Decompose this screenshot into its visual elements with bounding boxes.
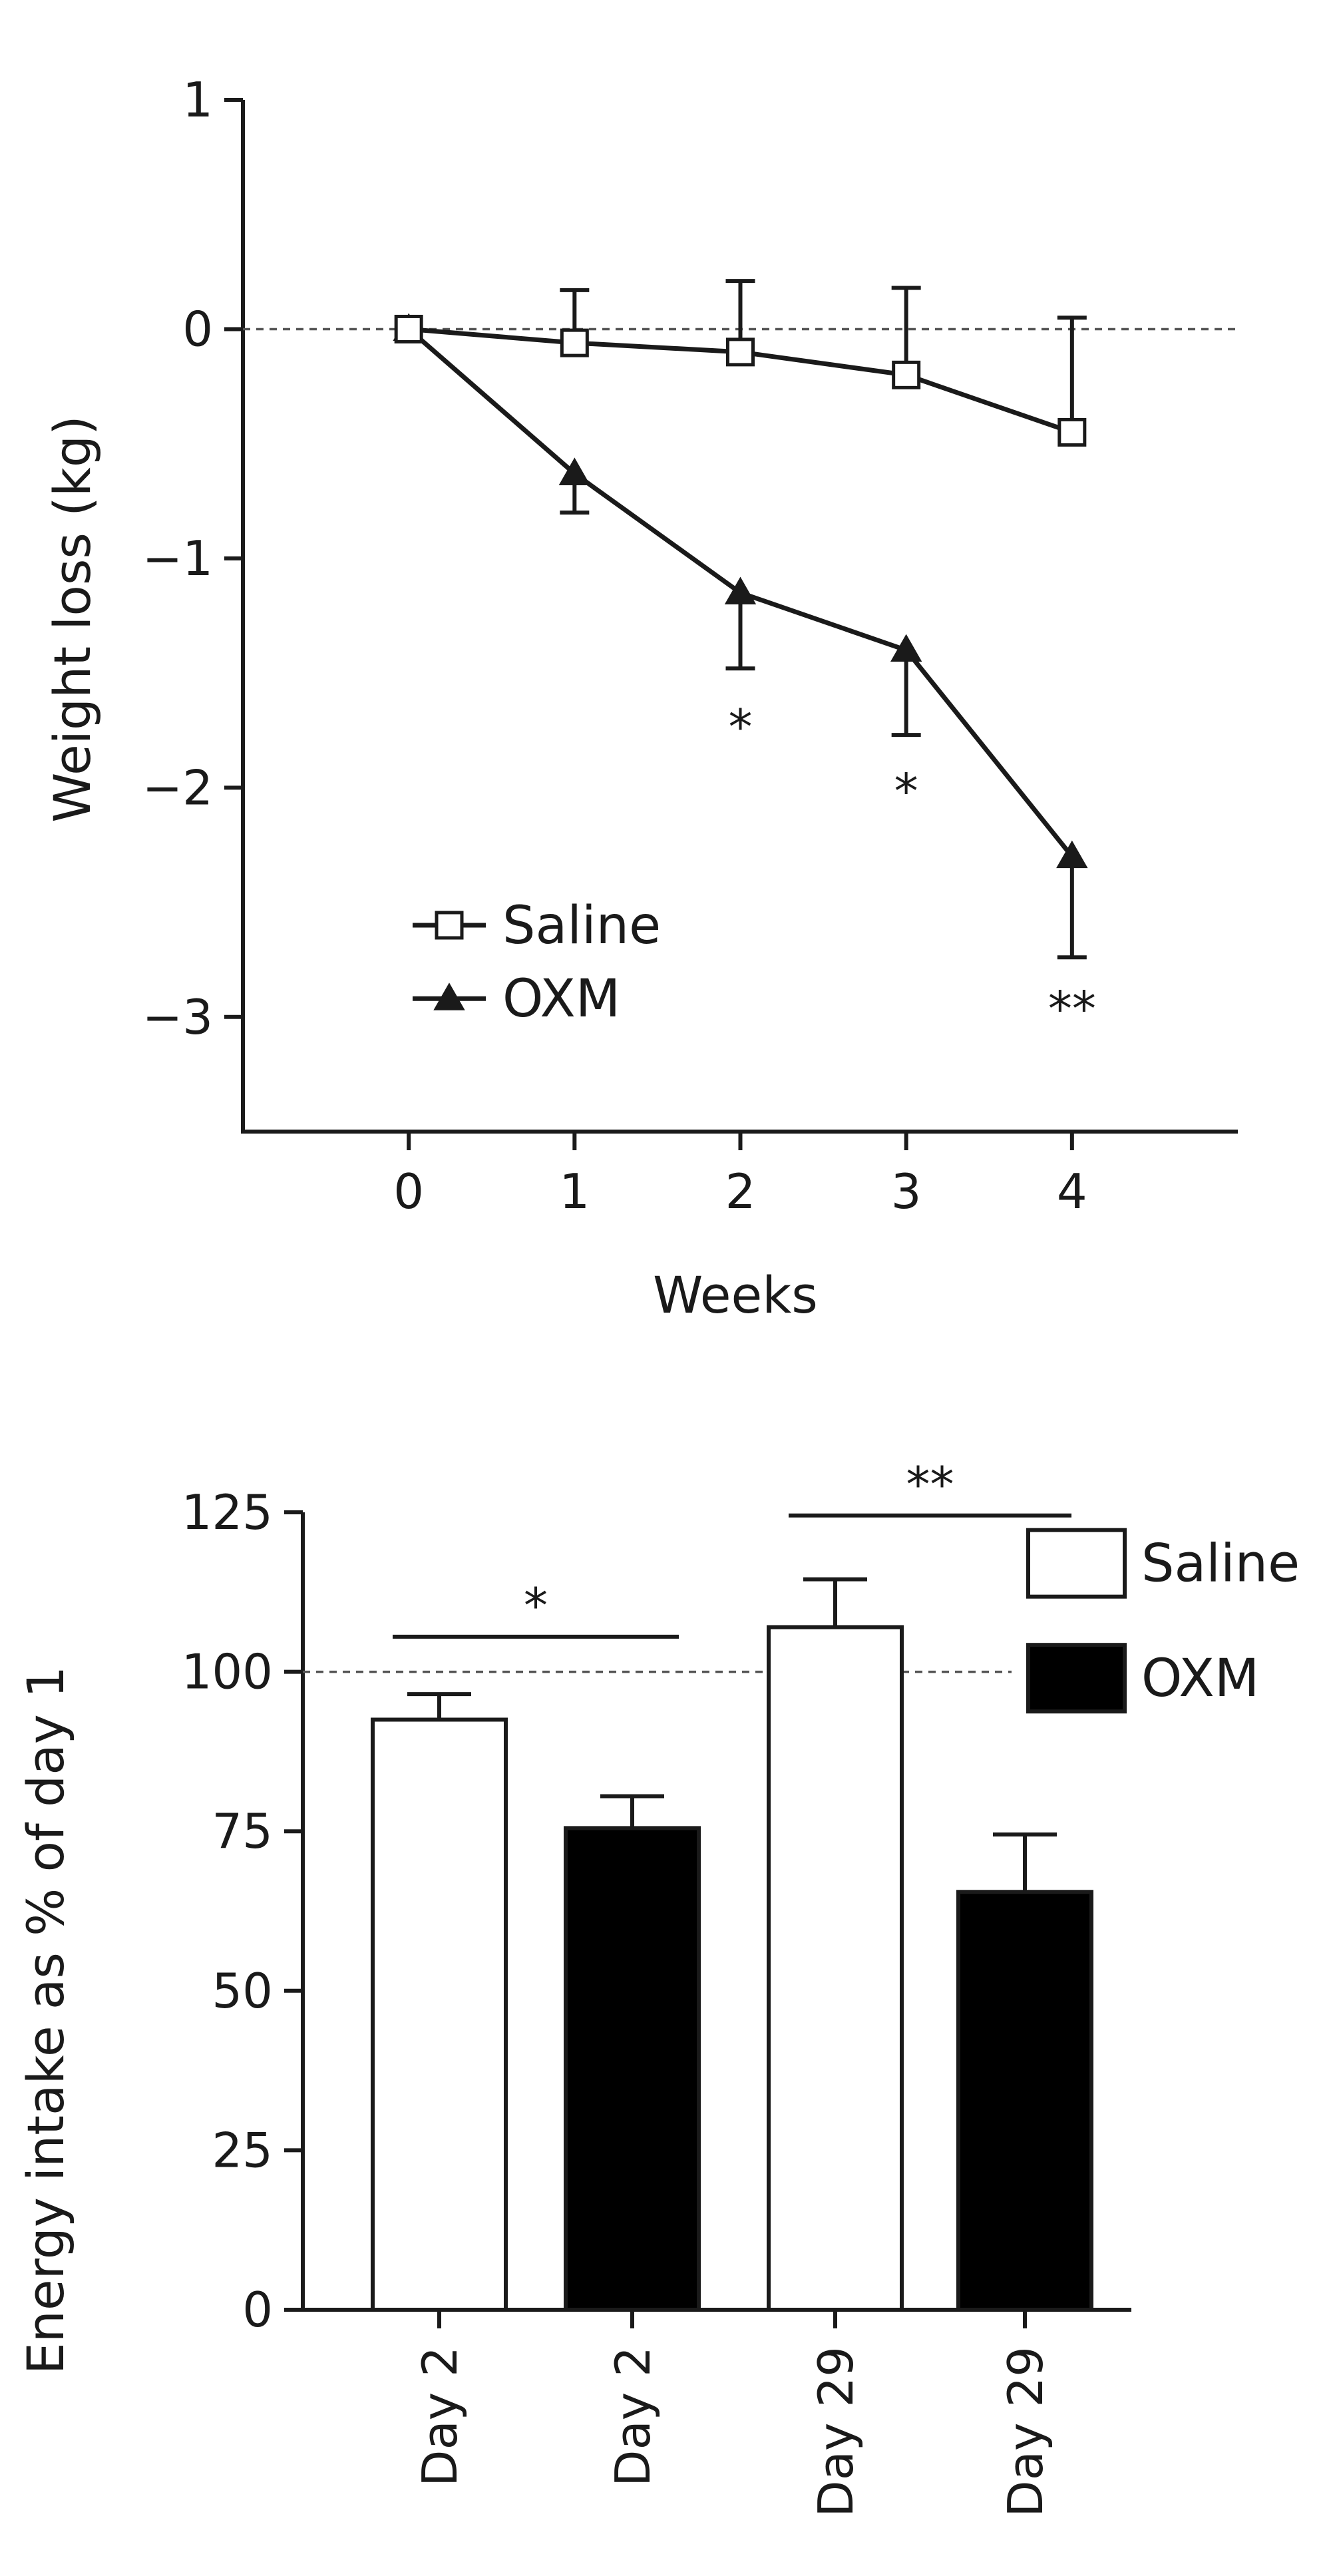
legend-oxm-marker — [433, 982, 465, 1010]
bar-significance-marker: * — [524, 1578, 548, 1633]
bar-chart-x-tick-label: Day 29 — [808, 2346, 864, 2517]
bar-chart-y-tick-label: 125 — [182, 1484, 273, 1540]
bar-chart-x-tick-label: Day 2 — [412, 2346, 468, 2487]
saline-data-point — [892, 360, 921, 389]
legend-saline-label: Saline — [1141, 1534, 1300, 1594]
weight-loss-line-chart: Weight loss (kg) Weeks 10−1−2−30 1 2 3 4****… — [43, 72, 1238, 1325]
legend-oxm-swatch — [1026, 1643, 1127, 1714]
saline-data-point — [394, 314, 423, 343]
bar-chart-y-axis-title: Energy intake as % of day 1 — [16, 1666, 75, 2375]
bar-significance-marker: ** — [906, 1456, 954, 1512]
legend-saline-marker — [435, 911, 464, 940]
line-chart-y-tick-label: 0 — [182, 301, 213, 357]
line-chart-significance-marker: * — [729, 699, 753, 755]
bar-chart-y-tick-label: 0 — [242, 2282, 273, 2338]
line-chart-x-tick-label: 4 — [1057, 1164, 1087, 1219]
line-chart-y-tick-label: −2 — [142, 759, 213, 815]
oxm-bar — [564, 1826, 701, 2312]
line-chart-x-tick-label: 3 — [891, 1164, 922, 1219]
oxm-data-point — [890, 634, 922, 662]
oxm-bar — [956, 1890, 1093, 2312]
legend-oxm-label: OXM — [502, 969, 620, 1029]
saline-data-point — [726, 337, 755, 367]
line-chart-y-axis-title: Weight loss (kg) — [43, 415, 102, 822]
line-chart-significance-marker: ** — [1048, 981, 1096, 1037]
saline-data-point — [560, 328, 589, 357]
saline-data-point — [1057, 417, 1087, 447]
line-chart-y-tick-label: 1 — [182, 72, 213, 128]
saline-bar — [371, 1717, 508, 2312]
line-chart-x-tick-label: 0 — [393, 1164, 424, 1219]
bar-chart-x-tick-label: Day 2 — [605, 2346, 661, 2487]
oxm-data-point — [724, 576, 757, 605]
legend-saline-swatch — [1026, 1528, 1127, 1599]
bar-chart-y-tick-label: 75 — [212, 1803, 273, 1859]
energy-intake-bar-chart: Energy intake as % of day 1 0 25 50 75 100 12… — [16, 1456, 1300, 2517]
oxm-data-point — [558, 457, 591, 485]
line-chart-y-tick-label: −3 — [142, 989, 213, 1045]
line-chart-x-tick-label: 1 — [559, 1164, 590, 1219]
bar-chart-y-tick-label: 50 — [212, 1963, 273, 2019]
oxm-data-point — [1056, 840, 1088, 869]
line-chart-y-tick-label: −1 — [142, 531, 213, 586]
bar-chart-y-tick-label: 100 — [182, 1644, 273, 1700]
legend-oxm-label: OXM — [1141, 1649, 1259, 1709]
line-chart-x-tick-label: 2 — [725, 1164, 756, 1219]
saline-bar — [767, 1625, 904, 2312]
line-chart-x-axis-title: Weeks — [653, 1265, 818, 1325]
bar-chart-y-tick-label: 25 — [212, 2122, 273, 2178]
legend-saline-label: Saline — [502, 896, 661, 956]
bar-chart-x-tick-label: Day 29 — [998, 2346, 1053, 2517]
line-chart-significance-marker: * — [894, 763, 918, 819]
